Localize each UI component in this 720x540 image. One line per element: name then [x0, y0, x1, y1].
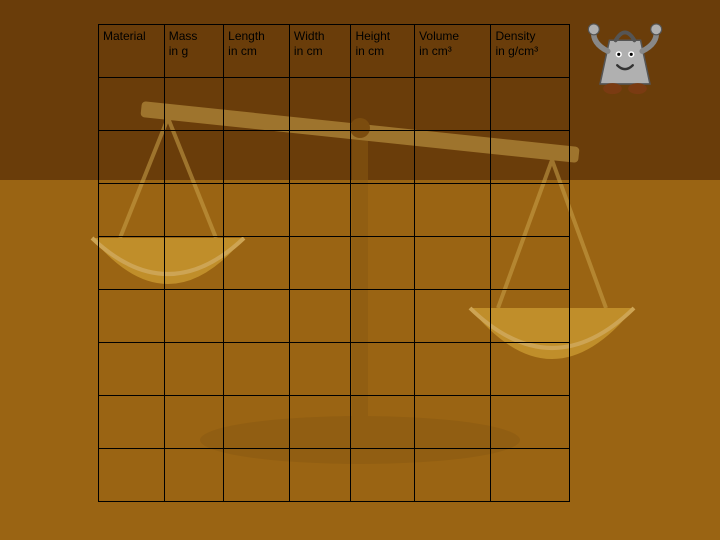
col-header-5: Volumein cm³: [415, 25, 491, 78]
table-cell: [224, 237, 290, 290]
table-cell: [289, 184, 351, 237]
table-cell: [415, 237, 491, 290]
table-body: [99, 78, 570, 502]
table-cell: [164, 131, 223, 184]
col-header-4: Heightin cm: [351, 25, 415, 78]
table-cell: [164, 449, 223, 502]
table-cell: [351, 237, 415, 290]
table-row: [99, 78, 570, 131]
slide: MaterialMassin gLengthin cmWidthin cmHei…: [0, 0, 720, 540]
table-cell: [289, 290, 351, 343]
col-header-6: Densityin g/cm³: [491, 25, 570, 78]
col-header-line1: Density: [495, 29, 535, 43]
table-cell: [415, 449, 491, 502]
table-cell: [99, 290, 165, 343]
table-cell: [491, 78, 570, 131]
table-cell: [289, 78, 351, 131]
col-header-0: Material: [99, 25, 165, 78]
col-header-line1: Length: [228, 29, 265, 43]
table-cell: [351, 184, 415, 237]
table-cell: [99, 449, 165, 502]
table-cell: [99, 184, 165, 237]
table-cell: [415, 290, 491, 343]
table-cell: [491, 449, 570, 502]
table-cell: [491, 184, 570, 237]
table-cell: [164, 237, 223, 290]
table-cell: [351, 396, 415, 449]
table-header-row: MaterialMassin gLengthin cmWidthin cmHei…: [99, 25, 570, 78]
data-table: MaterialMassin gLengthin cmWidthin cmHei…: [98, 24, 570, 502]
table-cell: [164, 78, 223, 131]
table-cell: [289, 396, 351, 449]
col-header-2: Lengthin cm: [224, 25, 290, 78]
table-row: [99, 290, 570, 343]
table-cell: [289, 343, 351, 396]
table-cell: [224, 131, 290, 184]
table-cell: [491, 237, 570, 290]
table-cell: [415, 396, 491, 449]
col-header-line1: Height: [355, 29, 390, 43]
table-cell: [99, 237, 165, 290]
table-cell: [164, 343, 223, 396]
table-cell: [351, 131, 415, 184]
table-cell: [164, 290, 223, 343]
table-cell: [224, 343, 290, 396]
table-cell: [415, 131, 491, 184]
table-cell: [99, 131, 165, 184]
table-cell: [415, 78, 491, 131]
table-cell: [99, 396, 165, 449]
density-table: MaterialMassin gLengthin cmWidthin cmHei…: [98, 24, 570, 502]
table-cell: [351, 78, 415, 131]
table-cell: [415, 343, 491, 396]
table-cell: [491, 131, 570, 184]
table-cell: [351, 290, 415, 343]
col-header-3: Widthin cm: [289, 25, 351, 78]
col-header-line2: in cm: [355, 44, 384, 58]
table-row: [99, 343, 570, 396]
table-cell: [289, 449, 351, 502]
table-cell: [289, 131, 351, 184]
table-cell: [99, 343, 165, 396]
table-cell: [224, 449, 290, 502]
table-cell: [289, 237, 351, 290]
table-cell: [164, 184, 223, 237]
col-header-line2: in cm: [294, 44, 323, 58]
table-cell: [351, 343, 415, 396]
table-cell: [491, 290, 570, 343]
table-row: [99, 184, 570, 237]
col-header-line2: in cm: [228, 44, 257, 58]
table-cell: [491, 343, 570, 396]
col-header-line2: in cm³: [419, 44, 452, 58]
col-header-1: Massin g: [164, 25, 223, 78]
col-header-line1: Material: [103, 29, 146, 43]
table-row: [99, 131, 570, 184]
col-header-line1: Volume: [419, 29, 459, 43]
table-cell: [351, 449, 415, 502]
col-header-line2: in g: [169, 44, 188, 58]
table-cell: [224, 184, 290, 237]
table-cell: [164, 396, 223, 449]
table-cell: [491, 396, 570, 449]
table-cell: [415, 184, 491, 237]
table-cell: [224, 78, 290, 131]
table-row: [99, 396, 570, 449]
table-row: [99, 449, 570, 502]
col-header-line1: Mass: [169, 29, 198, 43]
table-cell: [224, 396, 290, 449]
table-row: [99, 237, 570, 290]
table-cell: [99, 78, 165, 131]
col-header-line1: Width: [294, 29, 325, 43]
col-header-line2: in g/cm³: [495, 44, 538, 58]
table-cell: [224, 290, 290, 343]
